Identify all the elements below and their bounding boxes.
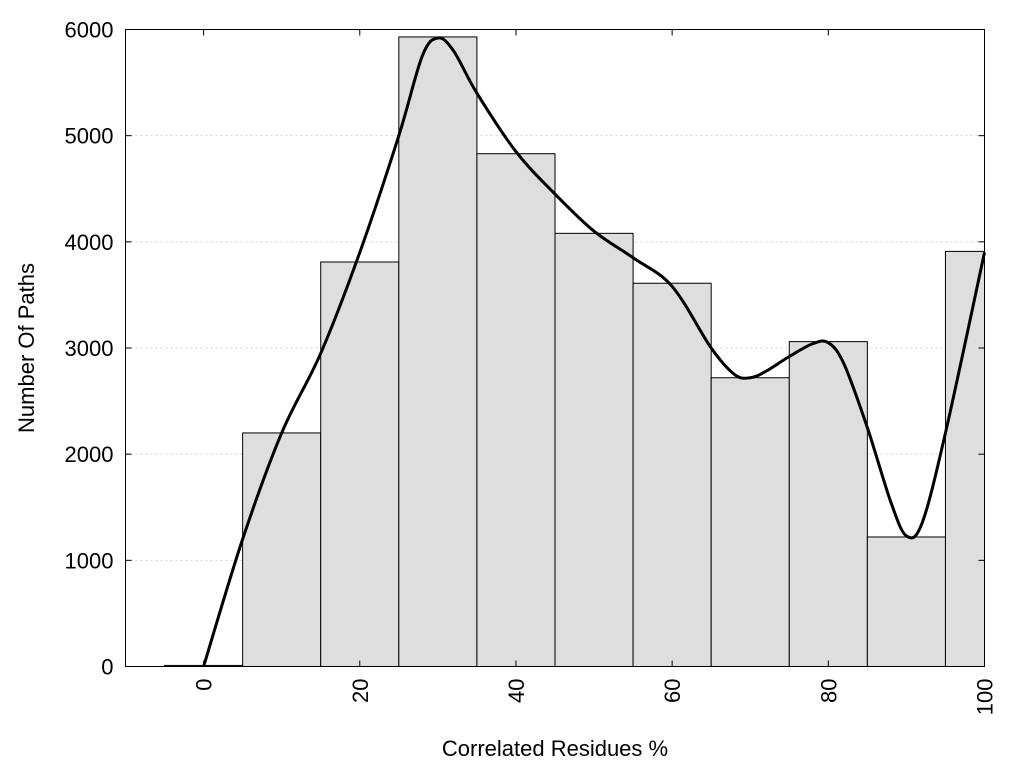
histogram-bar <box>944 250 985 667</box>
histogram-bar <box>476 153 556 667</box>
y-tick-label: 2000 <box>65 442 114 467</box>
x-tick-label: 60 <box>660 679 685 703</box>
y-tick-labels: 0 1000 2000 3000 4000 5000 6000 <box>65 18 114 680</box>
y-tick-label: 3000 <box>65 336 114 361</box>
x-axis-title: Correlated Residues % <box>442 736 668 761</box>
x-tick-label: 100 <box>973 679 998 716</box>
histogram-bar <box>554 232 634 667</box>
histogram-bar <box>632 282 712 667</box>
ticks-layer <box>125 29 985 667</box>
histogram-bar <box>242 432 322 667</box>
y-tick-label: 0 <box>101 655 113 680</box>
density-curve <box>202 36 986 667</box>
x-tick-label: 0 <box>192 679 217 691</box>
histogram-bar <box>866 536 946 668</box>
x-tick-label: 40 <box>504 679 529 703</box>
y-tick-label: 5000 <box>65 124 114 149</box>
histogram-bar <box>710 377 790 667</box>
histogram-bar <box>788 341 868 667</box>
y-tick-label: 4000 <box>65 230 114 255</box>
histogram-bar <box>398 36 478 668</box>
y-tick-label: 6000 <box>65 18 114 43</box>
y-tick-label: 1000 <box>65 548 114 573</box>
histogram-bar <box>320 261 400 667</box>
bars-layer <box>164 36 985 668</box>
y-axis-title: Number Of Paths <box>14 263 39 433</box>
x-tick-label: 20 <box>348 679 373 703</box>
x-tick-labels: 0 20 40 60 80 100 <box>192 679 998 716</box>
x-tick-label: 80 <box>816 679 841 703</box>
